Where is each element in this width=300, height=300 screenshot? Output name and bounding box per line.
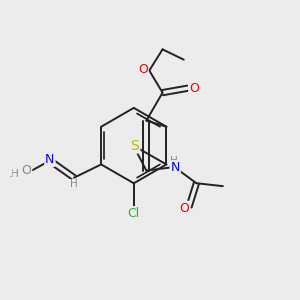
Text: S: S [130, 139, 139, 153]
Text: O: O [21, 164, 31, 177]
Text: .: . [8, 167, 13, 180]
Text: Cl: Cl [128, 207, 140, 220]
Text: H: H [70, 179, 77, 190]
Text: N: N [170, 161, 180, 174]
Text: O: O [189, 82, 199, 95]
Text: H: H [170, 155, 178, 166]
Text: N: N [45, 153, 55, 166]
Text: O: O [138, 63, 148, 76]
Text: O: O [179, 202, 189, 215]
Text: H: H [11, 169, 19, 179]
